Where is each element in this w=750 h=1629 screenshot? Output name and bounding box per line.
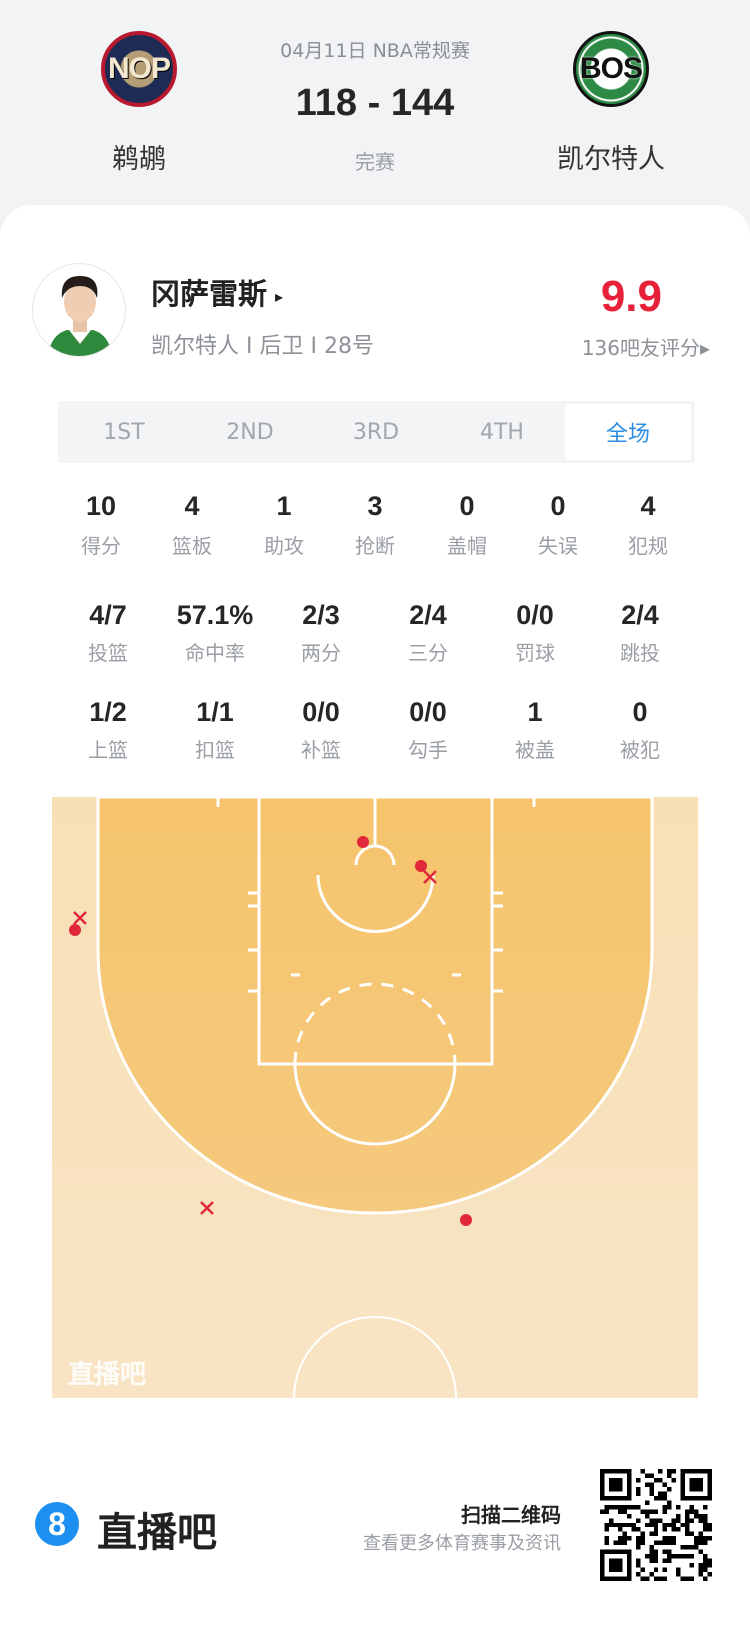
- tab-full-game[interactable]: 全场: [565, 404, 691, 460]
- stat-label: 勾手: [408, 738, 448, 762]
- player-info: 凯尔特人 I 后卫 I 28号: [151, 334, 374, 359]
- center-circle: [293, 1316, 457, 1398]
- stat-label: 篮板: [172, 534, 212, 558]
- shot-made-marker: [460, 1214, 472, 1226]
- shot-missed-marker: [73, 911, 87, 925]
- stat-value: 3: [367, 491, 383, 521]
- stat-value: 0/0: [302, 697, 340, 727]
- player-arrow-icon: ▸: [275, 286, 284, 306]
- home-team-name[interactable]: 鹈鹕: [112, 144, 166, 175]
- shot-made-marker: [357, 836, 369, 848]
- tab-3rd[interactable]: 3RD: [352, 419, 400, 445]
- stat-label: 罚球: [515, 641, 555, 665]
- stat-label: 三分: [408, 641, 448, 665]
- player-rating: 9.9: [600, 272, 662, 321]
- stat-value: 4/7: [89, 600, 127, 630]
- stat-label: 上篮: [88, 738, 128, 762]
- baseline-ticks: [216, 797, 536, 807]
- shot-chart-court: 直播吧: [52, 797, 698, 1398]
- stat-value: 2/4: [409, 600, 447, 630]
- scan-qr-title: 扫描二维码: [461, 1503, 561, 1527]
- stat-value: 0: [632, 697, 648, 727]
- stat-value: 1/1: [196, 697, 234, 727]
- player-name-link[interactable]: 冈萨雷斯 ▸: [151, 271, 283, 313]
- stat-label: 被犯: [620, 738, 660, 762]
- stat-value: 2/3: [302, 600, 340, 630]
- three-point-line: [96, 797, 654, 1215]
- stat-value: 0/0: [409, 697, 447, 727]
- shot-missed-marker: [423, 870, 437, 884]
- tab-1st[interactable]: 1ST: [103, 419, 145, 445]
- player-photo-icon: [47, 276, 113, 356]
- away-team-name[interactable]: 凯尔特人: [557, 144, 665, 175]
- stat-label: 扣篮: [195, 738, 235, 762]
- shot-made-marker: [69, 924, 81, 936]
- stat-value: 1/2: [89, 697, 127, 727]
- stat-label: 抢断: [355, 534, 395, 558]
- game-status: 完赛: [355, 150, 395, 174]
- stat-value: 0: [550, 491, 566, 521]
- stat-label: 盖帽: [447, 534, 487, 558]
- stat-label: 助攻: [264, 534, 304, 558]
- stat-value: 4: [640, 491, 656, 521]
- tab-2nd[interactable]: 2ND: [226, 419, 274, 445]
- bos-logo[interactable]: BOS: [573, 31, 649, 107]
- nop-logo-text: NOP: [107, 52, 171, 85]
- stat-label: 补篮: [301, 738, 341, 762]
- game-score: 118 - 144: [295, 82, 455, 124]
- stat-label: 命中率: [185, 641, 245, 665]
- brand-logo-icon: 8: [35, 1502, 79, 1546]
- tab-4th[interactable]: 4TH: [480, 419, 524, 445]
- stat-label: 得分: [81, 534, 121, 558]
- restricted-area: [316, 874, 435, 933]
- free-throw-circle-bottom: [293, 1063, 457, 1146]
- stat-value: 1: [527, 697, 543, 727]
- shot-made-marker: [415, 860, 427, 872]
- stat-value: 0: [459, 491, 475, 521]
- stat-label: 两分: [301, 641, 341, 665]
- player-avatar[interactable]: [32, 263, 126, 357]
- period-tabs: 1ST 2ND 3RD 4TH 全场: [58, 401, 694, 463]
- stat-value: 10: [85, 491, 117, 521]
- paint-lane: [257, 797, 494, 1066]
- stat-label: 被盖: [515, 738, 555, 762]
- stat-value: 1: [276, 491, 292, 521]
- lane-hash-marks: [248, 891, 503, 993]
- court-watermark: 直播吧: [68, 1360, 146, 1390]
- stat-label: 失误: [538, 534, 578, 558]
- player-name: 冈萨雷斯: [151, 277, 268, 311]
- stat-label: 犯规: [628, 534, 668, 558]
- brand-name: 直播吧: [97, 1510, 217, 1556]
- basket-arc: [354, 844, 396, 866]
- stat-label: 投篮: [88, 641, 128, 665]
- stat-value: 57.1%: [176, 600, 254, 630]
- game-date-type: 04月11日 NBA常规赛: [280, 40, 470, 62]
- stat-value: 0/0: [516, 600, 554, 630]
- stat-value: 2/4: [621, 600, 659, 630]
- scan-qr-subtitle: 查看更多体育赛事及资讯: [363, 1533, 561, 1554]
- stat-label: 跳投: [620, 641, 660, 665]
- qr-code[interactable]: [600, 1469, 712, 1581]
- stat-value: 4: [184, 491, 200, 521]
- rating-count-link[interactable]: 136吧友评分▸: [581, 336, 710, 360]
- bos-logo-text: BOS: [579, 52, 643, 85]
- shot-missed-marker: [200, 1201, 214, 1215]
- nop-logo[interactable]: NOP: [101, 31, 177, 107]
